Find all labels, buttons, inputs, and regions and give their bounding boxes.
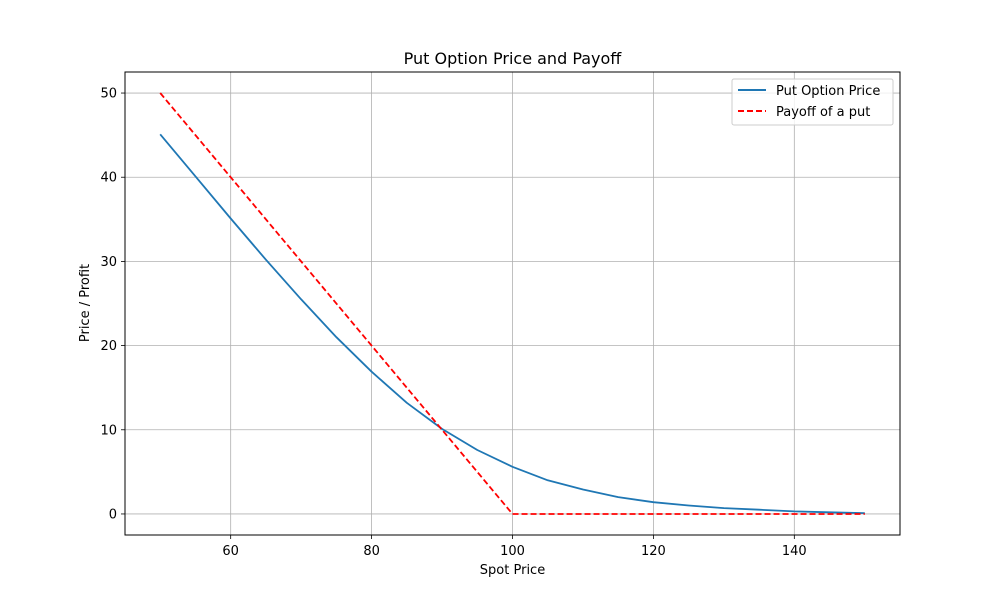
- y-axis-label: Price / Profit: [78, 264, 93, 342]
- series-line-payoff: [159, 92, 865, 515]
- x-tick-label: 60: [222, 544, 239, 559]
- x-tick-label: 100: [500, 544, 525, 559]
- x-tick-label: 140: [782, 544, 807, 559]
- legend: Put Option Price Payoff of a put: [731, 78, 894, 126]
- y-tick-label: 50: [100, 87, 117, 102]
- x-axis-label: Spot Price: [480, 563, 545, 578]
- x-tick-label: 80: [363, 544, 380, 559]
- legend-label-payoff: Payoff of a put: [776, 105, 870, 120]
- ticks: 60 80 100 120 140 0 10 20 30 40 50: [100, 87, 806, 559]
- legend-label-put-option-price: Put Option Price: [776, 84, 880, 99]
- y-tick-label: 20: [100, 339, 117, 354]
- y-tick-label: 10: [100, 423, 117, 438]
- chart-title: Put Option Price and Payoff: [404, 49, 623, 68]
- y-tick-label: 0: [109, 507, 117, 522]
- x-tick-label: 120: [641, 544, 666, 559]
- legend-box: [731, 78, 894, 126]
- y-tick-label: 30: [100, 255, 117, 270]
- y-tick-label: 40: [100, 171, 117, 186]
- series-line-put-option-price: [159, 133, 865, 514]
- series-layer: [159, 92, 865, 515]
